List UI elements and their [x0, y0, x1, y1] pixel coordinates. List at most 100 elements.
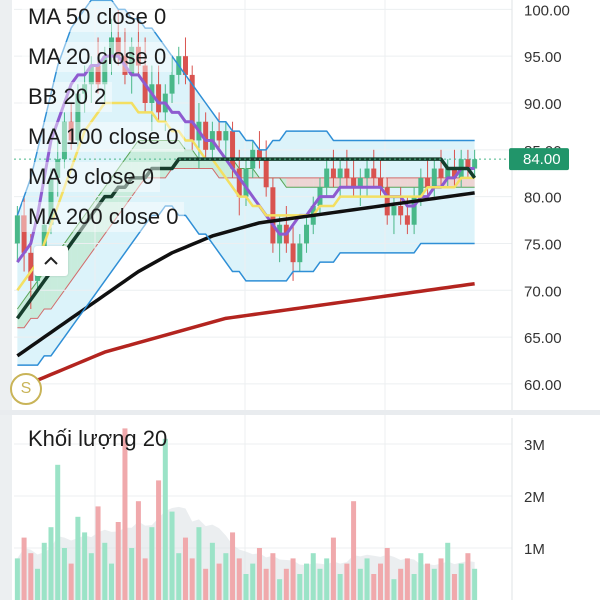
cloud-segment — [124, 149, 132, 206]
volume-bar — [317, 568, 323, 600]
candle-body — [425, 177, 431, 188]
volume-bar — [55, 464, 61, 600]
indicator-label-ma20[interactable]: MA 20 close 0 — [22, 42, 173, 72]
candle-body — [472, 159, 478, 169]
volume-bar — [35, 568, 41, 600]
price-tick-label: 90.00 — [524, 96, 562, 113]
candle-body — [337, 168, 343, 178]
candle-body — [451, 168, 457, 178]
indicator-label-bb20[interactable]: BB 20 2 — [22, 82, 113, 112]
volume-bar — [425, 563, 431, 600]
candle-body — [431, 168, 437, 188]
volume-bar — [162, 438, 168, 600]
volume-bar — [102, 542, 108, 600]
cloud-segment — [400, 177, 408, 188]
candle-body — [135, 46, 141, 66]
volume-bar — [109, 563, 115, 600]
volume-bar — [404, 558, 410, 600]
cloud-segment — [131, 140, 139, 197]
cloud-segment — [367, 177, 374, 188]
last-price-label: 84.00 — [523, 151, 561, 168]
volume-bar — [270, 553, 276, 600]
candle-body — [182, 56, 188, 75]
price-tick-label: 95.00 — [524, 49, 562, 66]
volume-bar — [371, 574, 377, 600]
candle-body — [384, 187, 390, 216]
volume-tick-label: 3M — [524, 437, 545, 454]
series-line — [17, 205, 475, 366]
volume-bar — [330, 537, 336, 600]
candle-body — [391, 206, 397, 216]
cloud-segment — [198, 159, 206, 169]
candle-body — [48, 177, 54, 225]
volume-bar — [129, 548, 135, 600]
volume-tick-label: 1M — [524, 541, 545, 558]
volume-bar — [169, 511, 175, 600]
candle-body — [189, 74, 195, 141]
indicator-label-ma200[interactable]: MA 200 close 0 — [22, 202, 185, 232]
collapse-indicators-button[interactable] — [34, 246, 68, 276]
volume-bar — [290, 558, 296, 600]
volume-bar — [28, 553, 34, 600]
last-price-tag — [509, 148, 569, 171]
volume-bar — [182, 537, 188, 600]
candle-body — [344, 168, 350, 178]
volume-bar — [277, 579, 283, 600]
volume-bar — [438, 558, 444, 600]
series-line — [15, 157, 477, 320]
volume-bar — [88, 553, 94, 600]
cloud-segment — [340, 177, 347, 188]
candle-body — [109, 37, 115, 57]
series-line — [16, 101, 475, 292]
indicator-label-ma9[interactable]: MA 9 close 0 — [22, 162, 160, 192]
candle-body — [102, 56, 108, 85]
volume-bar — [364, 558, 370, 600]
volume-bar — [41, 542, 47, 600]
candle-body — [68, 121, 74, 141]
volume-bar — [61, 548, 67, 600]
candle-body — [55, 159, 61, 178]
candle-body — [230, 131, 236, 169]
volume-bar — [263, 568, 269, 600]
candle-body — [324, 168, 330, 188]
candle-body — [75, 93, 81, 141]
volume-bar — [75, 516, 81, 600]
volume-bar — [384, 548, 390, 600]
candle-body — [21, 215, 27, 253]
indicator-label-ma50[interactable]: MA 50 close 0 — [22, 2, 173, 32]
cloud-segment — [293, 177, 300, 188]
volume-bar — [236, 558, 242, 600]
left-rail — [0, 0, 12, 600]
chevron-up-icon — [44, 256, 58, 265]
volume-bar — [411, 574, 417, 600]
candle-body — [445, 168, 451, 178]
cloud-segment — [393, 177, 401, 188]
cloud-segment — [447, 177, 455, 188]
candle-body — [223, 131, 229, 141]
candle-body — [371, 168, 377, 178]
volume-bar — [472, 568, 478, 600]
candle-body — [115, 37, 121, 57]
cloud-segment — [407, 177, 415, 188]
candle-body — [88, 65, 94, 85]
cloud-segment — [205, 159, 213, 169]
candle-body — [418, 177, 424, 197]
series-line — [16, 191, 475, 358]
volume-bar — [223, 553, 229, 600]
candle-body — [377, 177, 383, 188]
cloud-segment — [138, 140, 146, 188]
volume-bar — [203, 568, 209, 600]
candle-body — [304, 224, 310, 244]
indicator-label-ma100[interactable]: MA 100 close 0 — [22, 122, 185, 152]
candle-body — [411, 196, 417, 225]
cloud-segment — [306, 177, 314, 188]
candle-body — [330, 168, 336, 178]
cloud-segment — [461, 177, 468, 188]
volume-bar — [95, 506, 101, 600]
candle-body — [438, 168, 444, 178]
price-tick-label: 75.00 — [524, 236, 562, 253]
symbol-badge[interactable]: S — [10, 373, 42, 405]
series-line — [16, 281, 475, 391]
cloud-segment — [299, 177, 307, 188]
